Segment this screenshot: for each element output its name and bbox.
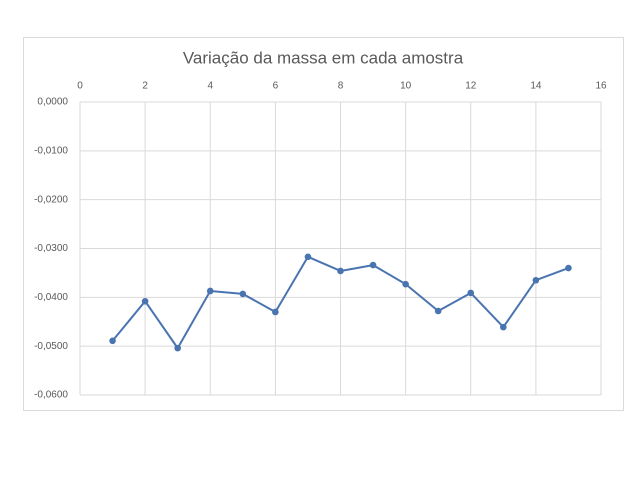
y-tick-label: -0,0600 [34,390,68,401]
y-tick-label: 0,0000 [37,97,68,108]
x-tick-label: 2 [142,81,148,92]
x-tick-label: 4 [207,81,213,92]
data-point [434,307,442,315]
data-point [565,264,572,272]
y-tick-label: -0,0200 [34,194,68,205]
x-tick-label: 8 [338,81,344,92]
x-tick-label: 6 [273,81,279,92]
y-tick-label: -0,0500 [34,341,68,352]
x-tick-label: 0 [77,81,83,92]
data-point [206,287,214,295]
data-point [500,323,507,331]
data-point [141,297,149,305]
y-tick-label: -0,0300 [34,243,68,254]
data-point [369,261,377,269]
x-tick-label: 14 [530,81,542,92]
data-point [239,290,247,298]
data-point [272,308,279,316]
chart-frame [23,37,624,411]
x-tick-label: 10 [400,81,412,92]
data-point [304,253,312,261]
data-point [109,337,116,345]
x-tick-label: 16 [595,81,607,92]
data-point [174,344,181,352]
x-tick-label: 12 [465,81,477,92]
data-point [467,289,475,297]
data-point [337,267,344,275]
y-tick-label: -0,0400 [34,292,68,303]
data-point [402,280,409,288]
chart-title: Variação da massa em cada amostra [183,48,464,67]
data-point [532,276,540,284]
y-tick-label: -0,0100 [34,145,68,156]
